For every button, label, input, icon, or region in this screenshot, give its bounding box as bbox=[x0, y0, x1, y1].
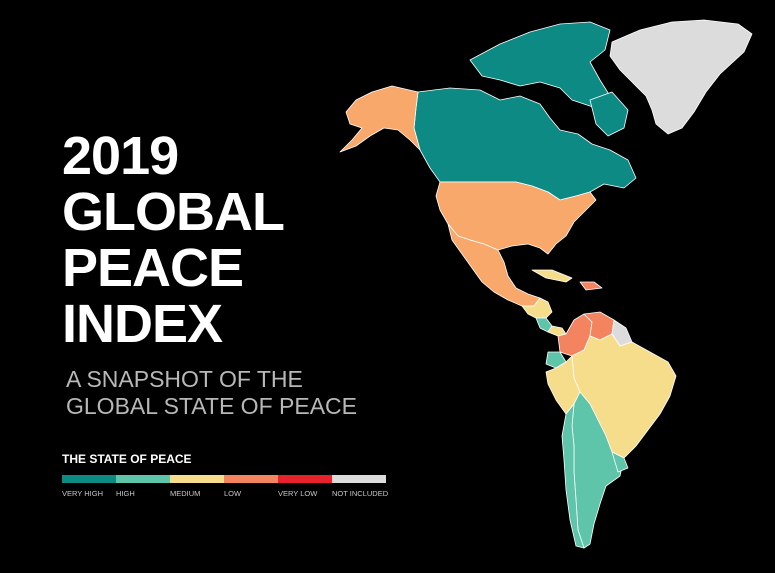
baffin-island bbox=[589, 91, 629, 137]
panama-region bbox=[547, 325, 567, 337]
greenland-region bbox=[609, 19, 753, 135]
page-subtitle: A SNAPSHOT OF THE GLOBAL STATE OF PEACE bbox=[66, 366, 357, 420]
title-line-1: 2019 bbox=[62, 126, 179, 186]
legend-swatch-low bbox=[224, 475, 278, 483]
title-line-4: INDEX bbox=[62, 294, 223, 354]
legend-swatch-high bbox=[116, 475, 170, 483]
legend-label-high: HIGH bbox=[116, 489, 135, 498]
legend-swatch-medium bbox=[170, 475, 224, 483]
legend-item-medium: MEDIUM bbox=[170, 475, 224, 498]
title-line-3: PEACE bbox=[62, 238, 244, 298]
cuba-region bbox=[531, 269, 573, 283]
canada-arctic-islands bbox=[469, 21, 611, 109]
legend-item-very-low: VERY LOW bbox=[278, 475, 332, 498]
legend-title: THE STATE OF PEACE bbox=[62, 452, 192, 466]
subtitle-line-1: A SNAPSHOT OF THE bbox=[66, 366, 303, 392]
legend-item-low: LOW bbox=[224, 475, 278, 498]
legend-label-very-high: VERY HIGH bbox=[62, 489, 103, 498]
legend-swatch-very-high bbox=[62, 475, 116, 483]
hispaniola-region bbox=[579, 281, 603, 291]
uruguay-region bbox=[611, 451, 629, 473]
legend-label-low: LOW bbox=[224, 489, 242, 498]
legend: VERY HIGH HIGH MEDIUM LOW VERY LOW NOT I… bbox=[62, 475, 389, 498]
legend-item-very-high: VERY HIGH bbox=[62, 475, 116, 498]
alaska-region bbox=[339, 85, 421, 153]
legend-label-medium: MEDIUM bbox=[170, 489, 201, 498]
legend-swatch-very-low bbox=[278, 475, 332, 483]
subtitle-line-2: GLOBAL STATE OF PEACE bbox=[66, 393, 357, 419]
legend-label-very-low: VERY LOW bbox=[278, 489, 318, 498]
page-title: 2019 GLOBAL PEACE INDEX bbox=[62, 126, 285, 354]
chile-region bbox=[561, 403, 585, 549]
legend-swatch-not-included bbox=[332, 475, 386, 483]
central-america-region bbox=[521, 297, 553, 319]
legend-item-high: HIGH bbox=[116, 475, 170, 498]
legend-label-not-included: NOT INCLUDED bbox=[332, 489, 389, 498]
title-line-2: GLOBAL bbox=[62, 182, 285, 242]
canada-region bbox=[413, 87, 637, 201]
legend-item-not-included: NOT INCLUDED bbox=[332, 475, 389, 498]
